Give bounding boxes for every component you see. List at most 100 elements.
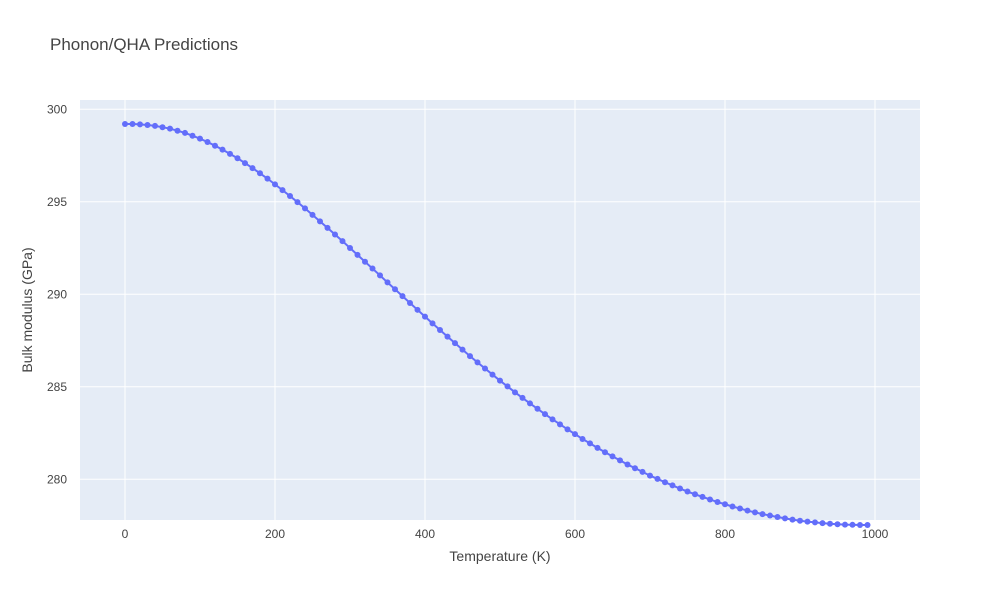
y-tick-label: 280: [47, 472, 67, 486]
x-tick-label: 800: [715, 527, 735, 541]
data-point: [234, 155, 241, 162]
data-point: [264, 175, 271, 182]
data-point: [347, 245, 353, 252]
data-point: [437, 326, 443, 333]
data-point: [287, 193, 293, 200]
x-tick-label: 400: [415, 527, 435, 541]
data-point: [594, 444, 601, 451]
data-point: [722, 501, 728, 508]
data-point: [369, 265, 376, 272]
data-point: [827, 520, 833, 527]
data-point: [557, 421, 563, 428]
data-point: [324, 224, 331, 231]
series-line: [125, 123, 868, 526]
data-point: [422, 313, 428, 320]
data-point: [377, 272, 383, 279]
data-point: [572, 431, 578, 438]
data-point: [519, 394, 526, 401]
x-axis-ticks: 0 200 400 600 800 1000: [122, 527, 889, 541]
data-point: [279, 187, 286, 194]
data-point: [639, 468, 646, 475]
data-point: [617, 457, 623, 464]
data-point: [684, 488, 691, 495]
data-point: [144, 121, 151, 128]
data-point: [789, 516, 796, 523]
data-point: [849, 521, 856, 528]
plot-area: [80, 100, 920, 520]
data-point: [504, 383, 511, 390]
grid-lines: [80, 100, 920, 520]
data-point: [152, 122, 158, 129]
data-point: [579, 435, 586, 442]
data-point: [677, 485, 683, 492]
data-point: [242, 160, 248, 167]
data-point: [549, 416, 556, 423]
data-point: [204, 139, 211, 145]
data-point: [624, 461, 631, 468]
data-point: [317, 218, 323, 225]
data-point: [744, 507, 751, 514]
data-point: [819, 520, 826, 527]
data-point: [219, 146, 226, 153]
data-point: [662, 479, 668, 486]
data-point: [167, 125, 173, 132]
data-point: [842, 521, 848, 528]
x-tick-label: 600: [565, 527, 585, 541]
data-point: [212, 142, 218, 149]
data-point: [294, 199, 301, 206]
data-point: [587, 440, 593, 447]
data-point: [332, 231, 338, 238]
x-tick-label: 200: [265, 527, 285, 541]
data-point: [362, 258, 368, 265]
data-point: [414, 306, 421, 313]
data-point: [189, 132, 196, 139]
data-point: [609, 453, 616, 460]
data-point: [759, 511, 766, 518]
data-point: [339, 238, 346, 245]
x-tick-label: 1000: [862, 527, 889, 541]
data-point: [459, 346, 466, 353]
data-point: [354, 251, 361, 258]
data-point: [227, 150, 233, 157]
data-point: [714, 499, 721, 506]
data-point: [174, 127, 181, 134]
data-point: [249, 165, 256, 172]
data-point: [527, 400, 533, 407]
y-tick-label: 300: [47, 102, 67, 116]
y-tick-label: 290: [47, 287, 67, 301]
data-point: [399, 293, 406, 300]
x-axis-title: Temperature (K): [449, 548, 550, 564]
data-point: [752, 509, 758, 516]
data-point: [467, 353, 473, 360]
data-point: [407, 299, 413, 306]
x-tick-label: 0: [122, 527, 129, 541]
data-point: [309, 211, 316, 218]
series: [122, 121, 871, 528]
data-point: [707, 496, 713, 503]
data-point: [482, 365, 488, 372]
data-point: [782, 515, 788, 522]
data-point: [534, 405, 541, 412]
data-point: [654, 475, 661, 482]
data-point: [857, 521, 863, 528]
data-point: [392, 286, 398, 293]
data-point: [797, 517, 803, 524]
data-point: [864, 521, 871, 528]
data-point: [632, 465, 638, 472]
data-point: [564, 426, 571, 433]
y-axis-ticks: 280 285 290 295 300: [47, 102, 67, 486]
y-tick-label: 295: [47, 195, 67, 209]
data-point: [699, 493, 706, 500]
data-point: [774, 514, 781, 521]
data-point: [767, 512, 773, 519]
data-point: [669, 482, 676, 489]
data-point: [384, 279, 391, 286]
data-point: [602, 449, 608, 456]
y-axis-title: Bulk modulus (GPa): [19, 247, 35, 372]
data-point: [737, 505, 743, 512]
data-point: [804, 518, 811, 525]
data-point: [834, 521, 841, 528]
data-point: [182, 129, 188, 136]
data-point: [497, 377, 503, 384]
